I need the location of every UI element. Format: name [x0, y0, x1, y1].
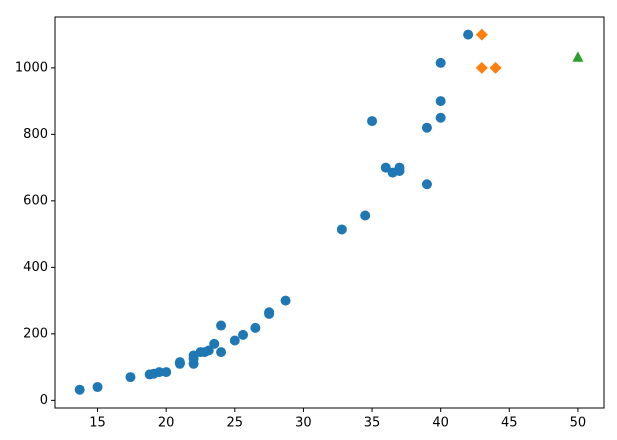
x-tick-label: 25 — [227, 416, 244, 431]
point — [174, 357, 185, 368]
x-tick-label: 35 — [364, 416, 381, 431]
point — [435, 112, 446, 123]
point — [489, 61, 502, 74]
point — [74, 384, 85, 395]
point — [360, 210, 371, 221]
point — [435, 96, 446, 107]
point — [463, 29, 474, 40]
point — [475, 28, 488, 41]
point — [216, 320, 227, 331]
point — [367, 116, 378, 127]
y-tick-label: 800 — [23, 127, 48, 142]
y-tick-label: 600 — [23, 193, 48, 208]
point — [216, 347, 227, 358]
x-tick-label: 50 — [570, 416, 587, 431]
point — [380, 162, 391, 173]
y-tick-label: 0 — [40, 393, 48, 408]
y-tick-label: 400 — [23, 260, 48, 275]
point — [280, 295, 291, 306]
x-tick-label: 40 — [432, 416, 449, 431]
point — [336, 224, 347, 235]
point — [161, 367, 172, 378]
point — [394, 162, 405, 173]
x-tick-label: 15 — [89, 416, 106, 431]
point — [250, 322, 261, 333]
point — [125, 372, 136, 383]
point — [203, 345, 214, 356]
point — [572, 51, 584, 62]
point — [264, 307, 275, 318]
point — [475, 61, 488, 74]
point — [209, 338, 220, 349]
point — [421, 179, 432, 190]
point — [421, 122, 432, 133]
point — [238, 329, 249, 340]
point — [229, 335, 240, 346]
x-tick-label: 20 — [158, 416, 175, 431]
x-tick-label: 45 — [501, 416, 518, 431]
x-tick-label: 30 — [295, 416, 312, 431]
y-tick-label: 1000 — [15, 60, 48, 75]
point — [92, 382, 103, 393]
point — [154, 367, 165, 378]
plot-frame — [54, 16, 605, 409]
y-tick-label: 200 — [23, 326, 48, 341]
point — [435, 57, 446, 68]
